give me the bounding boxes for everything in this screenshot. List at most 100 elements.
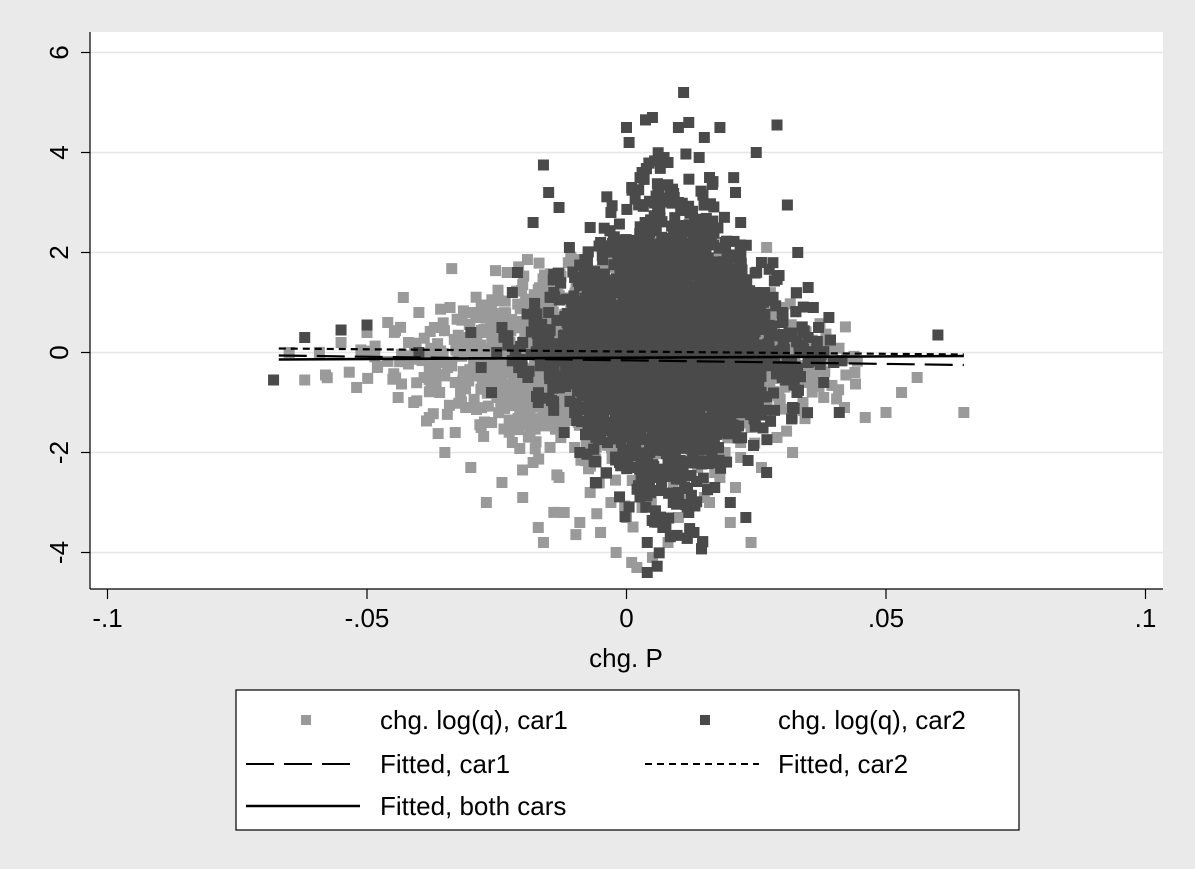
car2-point (751, 266, 763, 278)
car2-point (617, 379, 629, 391)
car2-point (769, 404, 781, 416)
car1-point (512, 413, 524, 425)
car2-point (733, 270, 745, 282)
car2-point (718, 211, 730, 223)
car1-point (313, 346, 325, 358)
car2-point (578, 265, 590, 277)
car1-point (595, 527, 607, 538)
car1-point (646, 552, 658, 563)
car1-point (388, 368, 400, 380)
car2-point (649, 505, 661, 517)
car2-point (757, 296, 769, 308)
car1-point (827, 345, 839, 357)
car1-point (430, 377, 442, 389)
car2-point (547, 382, 559, 394)
car1-point (729, 482, 741, 493)
car1-point (480, 497, 492, 508)
car1-point (486, 327, 498, 338)
car1-point (507, 400, 519, 412)
car1-point (851, 355, 863, 367)
car1-point (486, 317, 498, 328)
car1-point (880, 407, 892, 418)
car2-point (706, 444, 718, 456)
car2-point (811, 335, 823, 347)
car1-point (609, 474, 621, 486)
car2-point (763, 263, 775, 275)
car1-point (499, 365, 511, 377)
car1-point (531, 373, 543, 385)
car2-point (726, 270, 738, 282)
car1-point (517, 464, 529, 476)
car1-point (799, 413, 811, 425)
car1-point (425, 342, 437, 354)
car2-point (678, 442, 690, 454)
car1-point (382, 317, 394, 328)
car2-point (635, 453, 647, 465)
car2-point (687, 450, 699, 462)
car1-point (361, 327, 373, 338)
car1-point (441, 408, 453, 420)
car1-point (432, 338, 444, 350)
car1-point (818, 392, 830, 403)
car2-point (614, 242, 626, 254)
car1-point (446, 360, 458, 372)
car2-point (671, 529, 683, 541)
car1-point (570, 529, 582, 541)
car2-point (567, 266, 579, 278)
car2-point (670, 473, 682, 485)
car2-point (682, 482, 694, 494)
car2-point (685, 489, 697, 501)
car2-point (606, 200, 618, 212)
car1-point (478, 367, 490, 379)
car1-point (475, 299, 487, 311)
car1-point (591, 508, 603, 520)
car2-point (721, 456, 733, 468)
car2-point (536, 334, 548, 346)
car1-point (529, 443, 541, 455)
car1-point (470, 291, 482, 303)
car1-point (840, 369, 852, 381)
car1-point (522, 297, 534, 308)
car2-point (777, 335, 789, 347)
car2-point (613, 218, 625, 230)
car1-point (896, 387, 908, 398)
car1-point (437, 317, 449, 329)
car1-point (839, 321, 851, 333)
car2-point (669, 450, 681, 462)
car1-point (515, 391, 527, 403)
car1-point (522, 419, 534, 431)
car2-point (691, 476, 703, 488)
car1-point (490, 265, 502, 277)
car1-point (533, 257, 545, 269)
car1-point (482, 400, 494, 412)
car1-point (501, 267, 513, 278)
car1-point (460, 383, 472, 395)
car2-point (685, 413, 697, 425)
car1-point (424, 351, 436, 363)
car1-point (408, 340, 420, 352)
car1-point (512, 298, 524, 310)
car2-point (615, 460, 627, 472)
car1-point (802, 377, 814, 388)
car2-point (664, 531, 676, 543)
car2-point (722, 388, 734, 400)
car1-point (486, 294, 498, 306)
car1-point (449, 377, 461, 388)
car1-point (369, 340, 381, 352)
car2-point (531, 308, 543, 320)
car2-point (655, 463, 667, 475)
car1-point (498, 397, 510, 409)
car1-point (513, 424, 525, 436)
car2-point (614, 491, 626, 503)
car2-point (523, 365, 535, 377)
car2-point (717, 266, 729, 278)
car1-point (787, 447, 799, 458)
car1-point (499, 315, 511, 327)
car2-point (669, 212, 681, 224)
car2-point (736, 398, 748, 410)
car2-point (541, 324, 553, 336)
car1-point (550, 423, 562, 435)
car1-point (423, 386, 435, 398)
car2-point (748, 439, 760, 451)
car2-point (728, 235, 740, 247)
